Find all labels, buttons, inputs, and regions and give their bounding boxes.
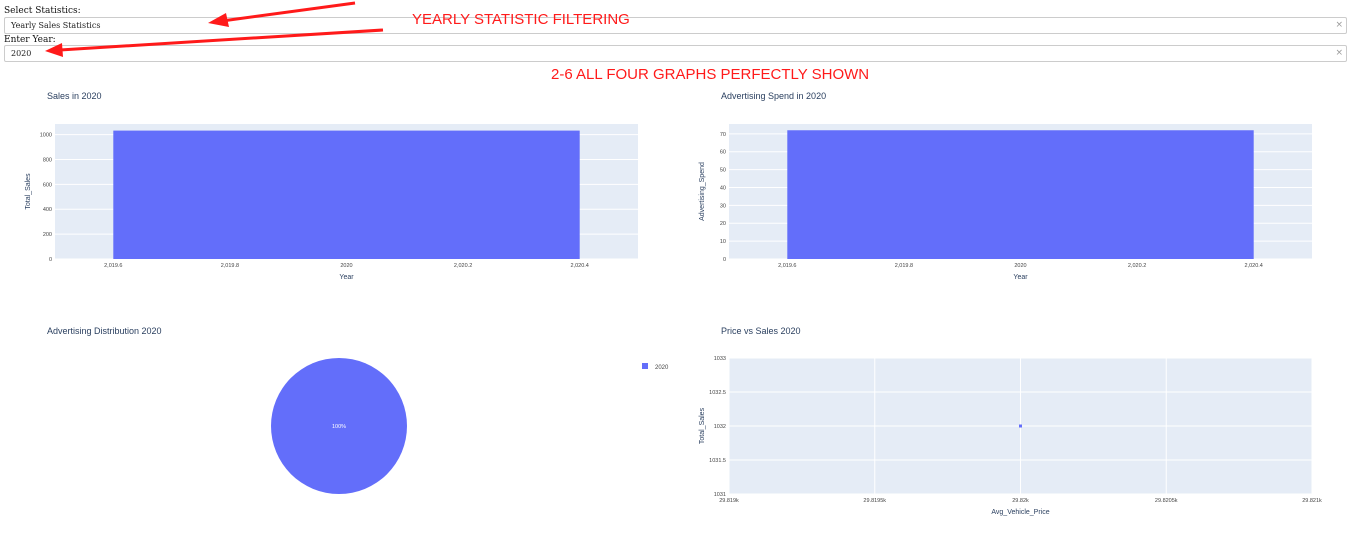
annotation-arrows xyxy=(45,1,384,57)
y-tick-label: 0 xyxy=(723,257,726,263)
x-tick-label: 2,019.8 xyxy=(221,263,239,269)
y-tick-label: 1033 xyxy=(714,356,726,362)
enter-year-label: Enter Year: xyxy=(4,35,56,45)
legend-label: 2020 xyxy=(655,365,669,371)
y-tick-label: 40 xyxy=(720,185,726,191)
clear-year-icon[interactable]: × xyxy=(1335,48,1343,58)
year-dropdown[interactable]: 2020 × xyxy=(4,45,1347,62)
x-tick-label: 2,020.2 xyxy=(454,263,472,269)
y-tick-label: 400 xyxy=(43,207,52,213)
pie-slice[interactable] xyxy=(271,358,407,494)
y-tick-label: 200 xyxy=(43,232,52,238)
y-tick-label: 0 xyxy=(49,257,52,263)
statistics-dropdown[interactable]: Yearly Sales Statistics × xyxy=(4,17,1347,34)
advertising-spend-bar-chart: Advertising Spend in 2020 2,019.6 2,019.8… xyxy=(699,91,1312,281)
x-axis-label: Year xyxy=(339,274,354,281)
y-tick-label: 50 xyxy=(720,168,726,174)
y-tick-label: 1032 xyxy=(714,424,726,430)
y-tick-label: 60 xyxy=(720,150,726,156)
x-tick-label: 2020 xyxy=(340,263,352,269)
x-tick-label: 29.821k xyxy=(1302,498,1322,504)
x-tick-label: 29.8195k xyxy=(863,498,886,504)
y-tick-label: 1031 xyxy=(714,492,726,498)
x-tick-label: 29.819k xyxy=(719,498,739,504)
year-dropdown-value: 2020 xyxy=(11,49,32,58)
x-axis-label: Avg_Vehicle_Price xyxy=(991,509,1049,516)
x-tick-label: 2,019.8 xyxy=(895,263,913,269)
arrow-to-statistics xyxy=(221,1,356,23)
y-tick-label: 30 xyxy=(720,203,726,209)
y-tick-label: 1000 xyxy=(40,133,52,139)
chart-title: Advertising Spend in 2020 xyxy=(721,91,826,101)
legend-swatch[interactable] xyxy=(642,363,648,369)
bar[interactable] xyxy=(787,130,1254,259)
advertising-distribution-pie-chart: Advertising Distribution 2020 100% 2020 xyxy=(47,326,669,494)
sales-bar-chart: Sales in 2020 2,019.6 2,019.8 2020 2,020.2 2… xyxy=(25,91,638,281)
y-axis-label: Total_Sales xyxy=(25,173,32,210)
chart-title: Price vs Sales 2020 xyxy=(721,326,801,336)
x-tick-label: 2,020.4 xyxy=(1245,263,1263,269)
chart-title: Advertising Distribution 2020 xyxy=(47,326,162,336)
x-tick-label: 2020 xyxy=(1014,263,1026,269)
statistics-dropdown-value: Yearly Sales Statistics xyxy=(11,21,101,30)
x-tick-label: 2,019.6 xyxy=(104,263,122,269)
chart-title: Sales in 2020 xyxy=(47,91,102,101)
arrow-head-year xyxy=(45,43,63,57)
y-tick-label: 1031.5 xyxy=(709,458,726,464)
arrow-to-year xyxy=(59,28,384,52)
x-tick-label: 29.82k xyxy=(1012,498,1029,504)
x-axis-label: Year xyxy=(1013,274,1028,281)
select-statistics-label: Select Statistics: xyxy=(4,6,81,16)
pie-slice-label: 100% xyxy=(332,424,346,430)
x-tick-label: 2,020.2 xyxy=(1128,263,1146,269)
price-vs-sales-scatter-chart: Price vs Sales 2020 29.819k 29.8195k 29.82… xyxy=(699,326,1322,516)
x-tick-label: 2,019.6 xyxy=(778,263,796,269)
x-tick-label: 29.8205k xyxy=(1155,498,1178,504)
y-tick-label: 70 xyxy=(720,132,726,138)
x-tick-label: 2,020.4 xyxy=(571,263,589,269)
y-tick-label: 1032.5 xyxy=(709,390,726,396)
y-tick-label: 10 xyxy=(720,239,726,245)
y-axis-label: Total_Sales xyxy=(699,407,706,444)
filter-annotation: YEARLY STATISTIC FILTERING xyxy=(412,11,630,28)
scatter-point[interactable] xyxy=(1019,424,1022,428)
y-tick-label: 20 xyxy=(720,221,726,227)
clear-statistics-icon[interactable]: × xyxy=(1335,20,1343,30)
y-tick-label: 600 xyxy=(43,182,52,188)
arrow-head-statistics xyxy=(208,13,229,27)
y-axis-label: Advertising_Spend xyxy=(699,162,706,221)
graphs-annotation: 2-6 ALL FOUR GRAPHS PERFECTLY SHOWN xyxy=(551,66,870,83)
bar[interactable] xyxy=(113,130,580,259)
y-tick-label: 800 xyxy=(43,157,52,163)
